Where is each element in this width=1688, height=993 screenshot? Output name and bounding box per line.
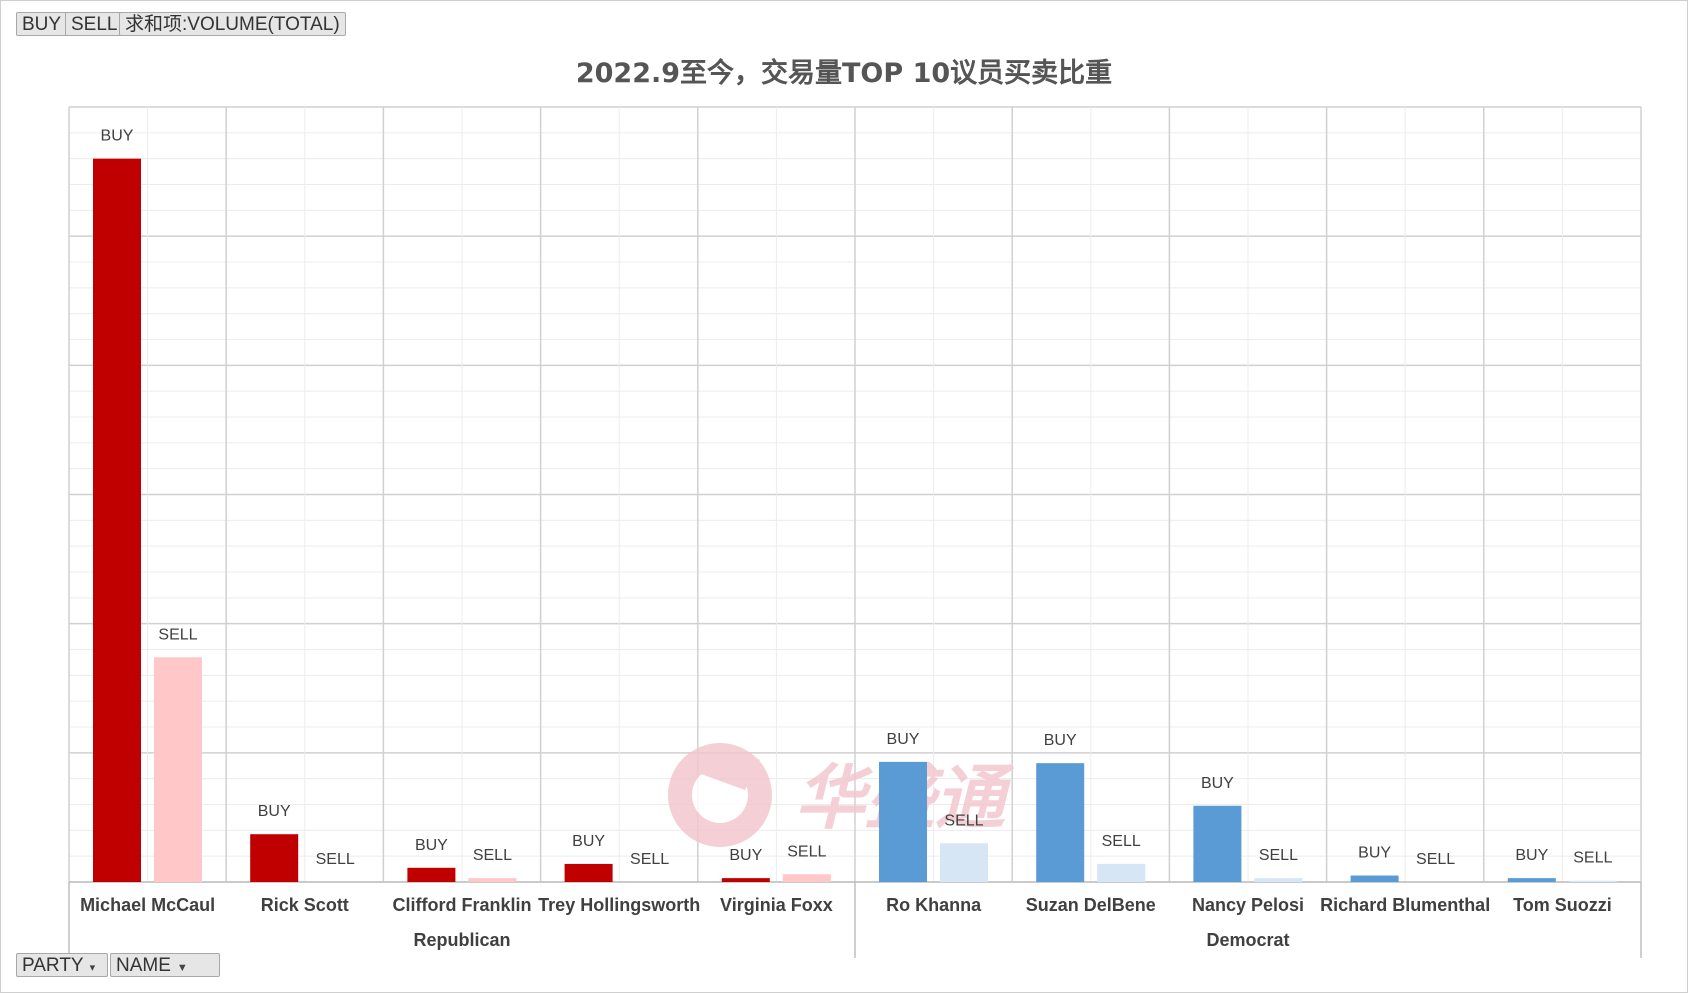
category-label: Suzan DelBene: [1026, 895, 1156, 915]
category-label: Michael McCaul: [80, 895, 215, 915]
pivot-name-label: NAME: [116, 955, 171, 976]
bar-sell: [154, 657, 202, 882]
bar-buy: [879, 761, 927, 882]
data-label-sell: SELL: [473, 847, 512, 864]
bar-sell: [1097, 863, 1146, 882]
data-label-buy: BUY: [1201, 775, 1234, 792]
data-label-sell: SELL: [316, 851, 355, 868]
bar-buy: [407, 867, 456, 882]
category-label: Tom Suozzi: [1513, 895, 1612, 915]
data-label-buy: BUY: [258, 803, 291, 820]
data-label-buy: BUY: [572, 833, 605, 850]
data-label-buy: BUY: [887, 731, 920, 748]
bar-buy: [93, 158, 141, 882]
group-label: Democrat: [1206, 930, 1289, 950]
bar-buy: [721, 878, 770, 882]
group-label: Republican: [413, 930, 510, 950]
filter-icon: ▼: [176, 962, 188, 974]
data-label-buy: BUY: [1358, 845, 1391, 862]
data-label-buy: BUY: [1515, 847, 1548, 864]
bar-buy: [1193, 805, 1242, 882]
category-label: Ro Khanna: [886, 895, 982, 915]
data-label-buy: BUY: [729, 847, 762, 864]
data-label-buy: BUY: [101, 128, 134, 145]
category-label: Virginia Foxx: [720, 895, 833, 915]
pivot-value-field-button[interactable]: 求和项:VOLUME(TOTAL): [119, 12, 346, 36]
bar-sell: [1254, 878, 1303, 882]
watermark-icon: [668, 743, 772, 847]
bar-buy: [1507, 878, 1556, 882]
category-label: Clifford Franklin: [393, 895, 532, 915]
chart-title: 2022.9至今，交易量TOP 10议员买卖比重: [576, 57, 1112, 89]
pivot-party-button[interactable]: PARTY ▾: [16, 953, 108, 977]
bar-buy: [1350, 875, 1399, 882]
category-label: Rick Scott: [261, 895, 349, 915]
data-label-buy: BUY: [1044, 732, 1077, 749]
data-label-sell: SELL: [158, 626, 197, 643]
category-label: Richard Blumenthal: [1320, 895, 1490, 915]
gridlines: [68, 106, 1642, 883]
pivot-party-label: PARTY: [22, 955, 84, 976]
data-label-sell: SELL: [630, 851, 669, 868]
bar-sell: [782, 874, 831, 882]
data-label-sell: SELL: [1573, 850, 1612, 867]
data-label-buy: BUY: [415, 837, 448, 854]
bar-buy: [250, 834, 299, 882]
dropdown-arrow-icon: ▾: [89, 962, 96, 974]
category-label: Nancy Pelosi: [1192, 895, 1304, 915]
bar-buy: [564, 863, 613, 882]
bar-sell: [940, 843, 988, 882]
data-label-sell: SELL: [1259, 847, 1298, 864]
labels: BUY SELL Michael McCaul BUY SELL Rick Scott BU…: [68, 128, 1642, 958]
data-label-sell: SELL: [1102, 833, 1141, 850]
data-label-sell: SELL: [787, 843, 826, 860]
data-label-sell: SELL: [944, 812, 983, 829]
pivot-buy-button[interactable]: BUY: [16, 12, 68, 36]
data-label-sell: SELL: [1416, 851, 1455, 868]
bar-buy: [1036, 763, 1085, 882]
category-label: Trey Hollingsworth: [538, 895, 700, 915]
bar-sell: [468, 878, 517, 882]
pivot-name-button[interactable]: NAME ▼: [110, 953, 220, 977]
bar-sell: [1568, 880, 1617, 882]
watermark-logo: 华盛通: [668, 743, 1015, 847]
pivot-sell-button[interactable]: SELL: [65, 12, 124, 36]
bars: [93, 158, 1617, 882]
